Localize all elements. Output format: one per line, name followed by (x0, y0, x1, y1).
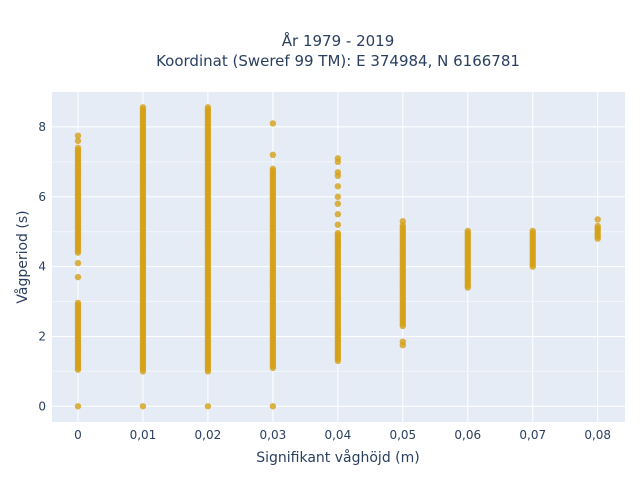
data-point (334, 169, 342, 176)
y-tick-label: 8 (38, 120, 46, 134)
data-point (334, 221, 342, 228)
x-tick-label: 0,04 (324, 428, 351, 442)
x-tick-label: 0 (74, 428, 82, 442)
data-point (74, 273, 82, 281)
data-point (74, 137, 82, 145)
data-point (269, 151, 277, 159)
data-point (74, 259, 82, 267)
data-point (594, 222, 601, 230)
x-tick-label: 0,05 (389, 428, 416, 442)
data-points (74, 104, 601, 410)
x-tick-label: 0,02 (195, 428, 222, 442)
data-point (74, 132, 82, 139)
data-point (139, 403, 147, 410)
x-tick-label: 0,06 (454, 428, 481, 442)
x-axis-title: Signifikant våghöjd (m) (256, 449, 419, 466)
y-tick-label: 0 (38, 399, 46, 413)
chart-title-line2: Koordinat (Sweref 99 TM): E 374984, N 61… (156, 52, 520, 70)
data-point (594, 216, 601, 223)
data-point (74, 366, 82, 373)
x-axis-ticks: 0 0,01 0,02 0,03 0,04 0,05 0,06 0,07 0,08 (74, 428, 611, 442)
data-point (399, 218, 407, 225)
data-point (204, 403, 212, 410)
data-point (334, 155, 342, 162)
data-point (334, 183, 342, 190)
data-point (334, 200, 342, 207)
x-tick-label: 0,08 (584, 428, 611, 442)
data-point (204, 104, 212, 111)
chart-title-line1: År 1979 - 2019 (282, 31, 395, 50)
data-point (334, 211, 342, 218)
x-tick-label: 0,03 (260, 428, 287, 442)
y-tick-label: 6 (38, 190, 46, 204)
data-point (139, 104, 147, 111)
data-point (74, 144, 82, 152)
data-point (74, 299, 82, 307)
y-axis-title: Vågperiod (s) (14, 210, 31, 303)
data-point (269, 165, 277, 173)
x-tick-label: 0,07 (519, 428, 546, 442)
data-point (334, 229, 342, 237)
y-tick-label: 4 (38, 260, 46, 274)
data-point (334, 193, 342, 200)
data-point (269, 120, 277, 127)
y-axis-ticks: 0 2 4 6 8 (38, 120, 46, 413)
data-point (399, 338, 407, 345)
data-point (529, 227, 536, 235)
data-point (269, 403, 277, 410)
y-tick-label: 2 (38, 329, 46, 343)
data-point (74, 403, 82, 410)
x-tick-label: 0,01 (130, 428, 157, 442)
data-point (464, 227, 471, 235)
